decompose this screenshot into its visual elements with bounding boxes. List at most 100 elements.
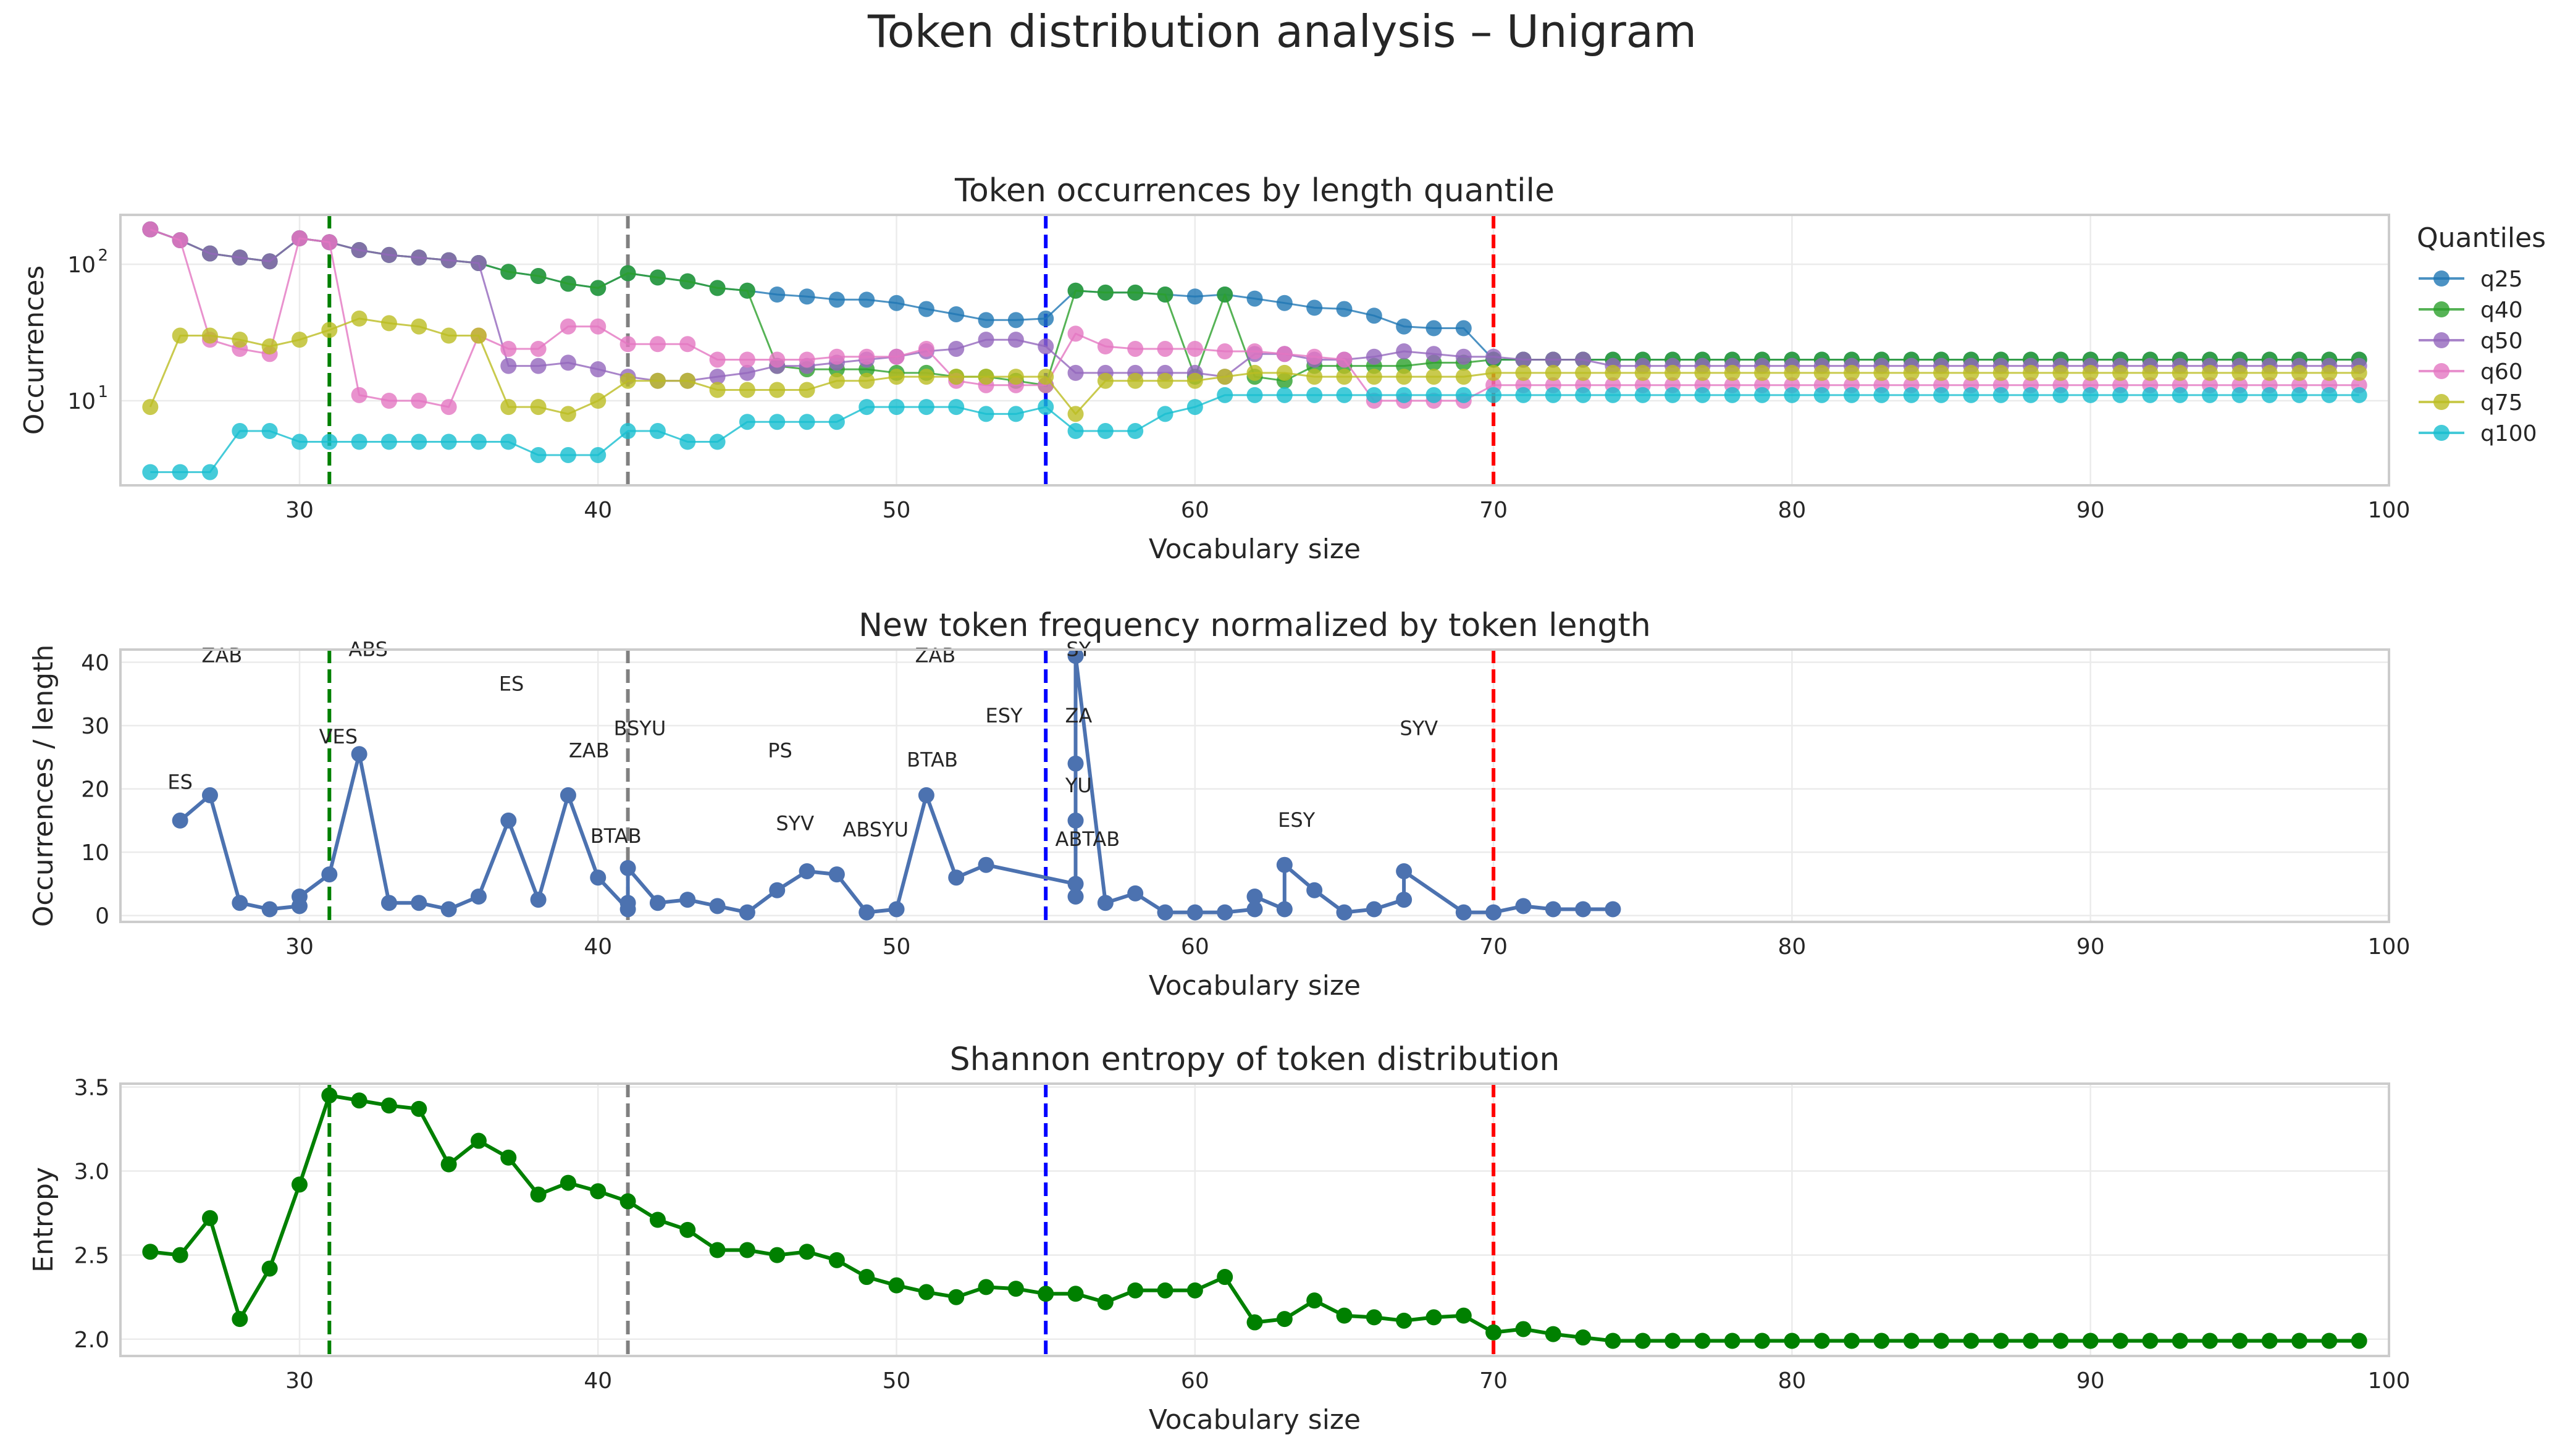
- data-point: [590, 393, 607, 409]
- data-point: [1933, 364, 1950, 381]
- data-point: [1038, 310, 1054, 327]
- data-point: [2142, 1333, 2159, 1349]
- x-tick-label: 70: [1479, 1368, 1508, 1394]
- data-point: [858, 1269, 875, 1286]
- data-point: [1157, 286, 1173, 303]
- data-point: [1038, 1286, 1054, 1302]
- data-point: [918, 1284, 934, 1300]
- x-tick-label: 60: [1181, 1368, 1209, 1394]
- x-tick-label: 100: [2368, 934, 2411, 960]
- x-axis-label: Vocabulary size: [1149, 533, 1361, 565]
- chart-title: Token occurrences by length quantile: [954, 172, 1555, 209]
- data-point: [1396, 318, 1413, 335]
- data-point: [679, 1221, 696, 1238]
- x-tick-label: 40: [584, 1368, 612, 1394]
- data-point: [1336, 387, 1353, 403]
- data-point: [321, 1087, 338, 1104]
- data-point: [590, 361, 607, 378]
- data-point: [1127, 372, 1144, 389]
- data-point: [2082, 1333, 2099, 1349]
- data-point: [649, 336, 666, 353]
- data-point: [1813, 1333, 1830, 1349]
- data-point: [769, 382, 786, 398]
- annotation-label: ESY: [1278, 808, 1316, 832]
- data-point: [1336, 301, 1353, 317]
- data-point: [1336, 351, 1353, 368]
- data-point: [978, 856, 994, 873]
- data-point: [1366, 901, 1382, 918]
- legend-label: q60: [2480, 359, 2523, 385]
- data-point: [1396, 343, 1413, 360]
- x-tick-label: 30: [285, 498, 314, 523]
- x-tick-label: 60: [1181, 934, 1209, 960]
- data-point: [2023, 364, 2039, 381]
- data-point: [142, 399, 159, 416]
- data-point: [2291, 364, 2308, 381]
- series-group: [172, 650, 1621, 921]
- data-point: [1246, 1314, 1263, 1331]
- y-axis-label: Entropy: [28, 1167, 59, 1273]
- data-point: [1425, 1309, 1442, 1326]
- data-point: [858, 291, 875, 308]
- data-point: [172, 327, 188, 344]
- legend-marker: [2433, 425, 2450, 441]
- data-point: [1067, 650, 1084, 664]
- data-point: [470, 1132, 487, 1149]
- data-point: [649, 372, 666, 389]
- data-point: [411, 1100, 427, 1117]
- data-point: [232, 423, 248, 440]
- data-point: [858, 904, 875, 921]
- data-point: [1396, 387, 1413, 403]
- x-tick-label: 60: [1181, 498, 1209, 523]
- data-point: [1455, 1307, 1472, 1324]
- data-point: [1276, 856, 1293, 873]
- data-point: [858, 399, 875, 416]
- data-point: [1276, 346, 1293, 362]
- data-point: [1455, 369, 1472, 385]
- annotation-label: SYV: [776, 811, 814, 835]
- data-point: [500, 399, 517, 416]
- data-point: [1306, 1292, 1323, 1309]
- data-point: [590, 280, 607, 296]
- data-point: [530, 446, 547, 463]
- data-point: [679, 372, 696, 389]
- data-point: [380, 1097, 397, 1114]
- x-tick-label: 50: [883, 1368, 911, 1394]
- data-point: [1067, 888, 1084, 905]
- data-point: [1605, 364, 1621, 381]
- data-point: [500, 1149, 517, 1166]
- data-point: [291, 1176, 308, 1193]
- data-point: [1067, 876, 1084, 892]
- data-point: [799, 863, 815, 879]
- data-point: [380, 315, 397, 332]
- data-point: [530, 340, 547, 357]
- data-point: [918, 369, 934, 385]
- data-point: [1575, 901, 1592, 918]
- data-point: [1903, 1333, 1920, 1349]
- data-point: [1276, 1311, 1293, 1328]
- data-point: [619, 860, 636, 876]
- data-point: [918, 301, 934, 317]
- data-point: [1575, 364, 1592, 381]
- data-point: [411, 249, 427, 266]
- legend-marker: [2433, 301, 2450, 317]
- series-group: [142, 1087, 2367, 1349]
- data-point: [1754, 387, 1771, 403]
- data-point: [918, 399, 934, 416]
- y-tick-label: 40: [81, 651, 109, 676]
- data-point: [560, 787, 576, 803]
- x-tick-label: 70: [1479, 934, 1508, 960]
- x-tick-label: 90: [2076, 1368, 2105, 1394]
- data-point: [1097, 338, 1114, 355]
- data-point: [321, 322, 338, 338]
- data-point: [1515, 387, 1532, 403]
- data-point: [261, 1260, 278, 1277]
- data-point: [261, 253, 278, 270]
- chart-title: Shannon entropy of token distribution: [950, 1041, 1560, 1078]
- data-point: [888, 901, 905, 918]
- data-point: [2172, 387, 2188, 403]
- data-point: [1157, 904, 1173, 921]
- data-point: [2023, 387, 2039, 403]
- data-point: [172, 812, 188, 829]
